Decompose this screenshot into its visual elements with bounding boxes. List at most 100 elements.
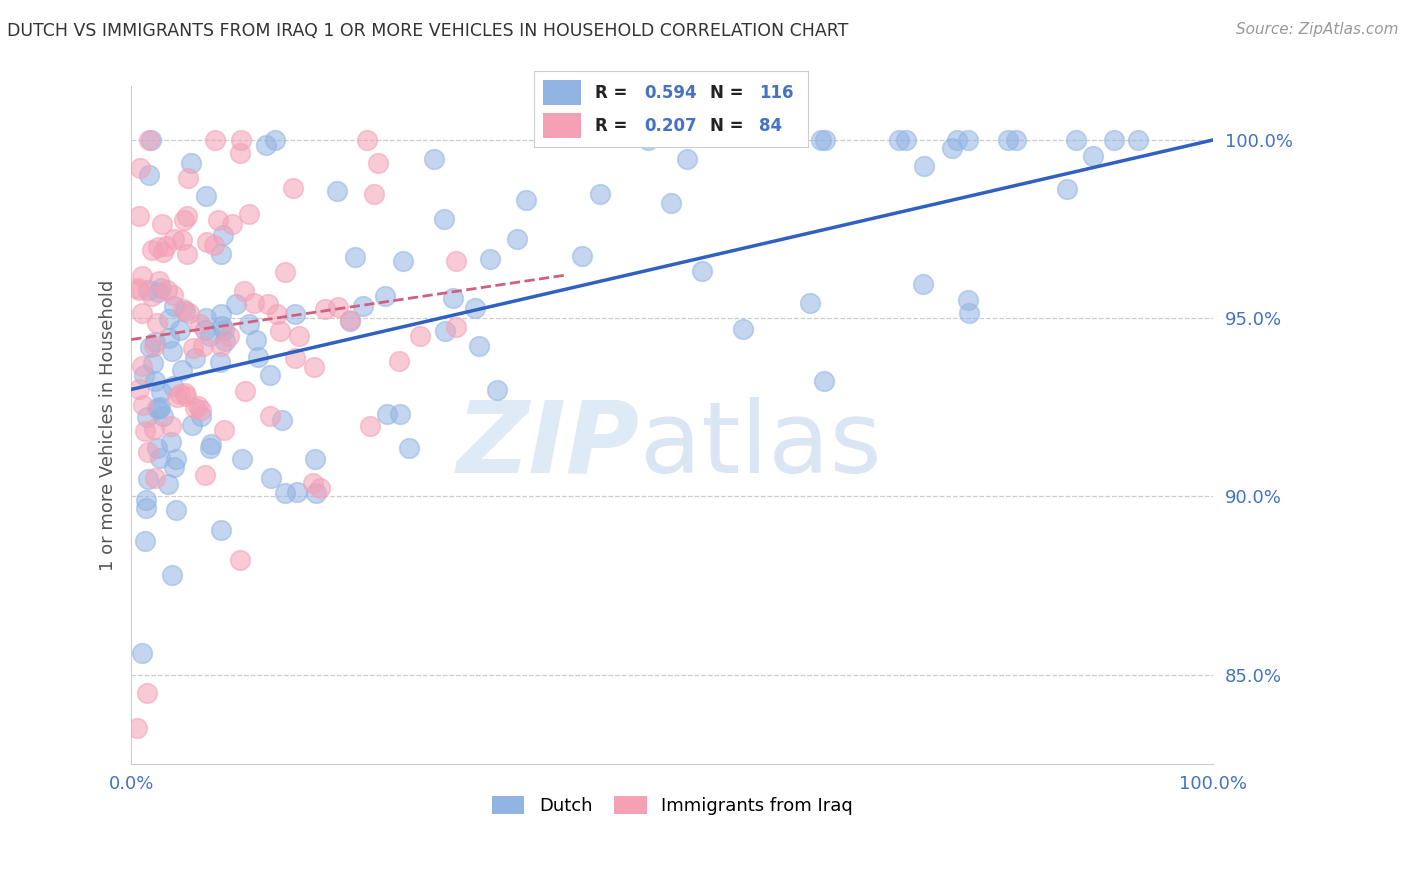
Point — [156, 283, 179, 297]
Point — [209, 307, 232, 321]
Point — [479, 252, 502, 267]
Point — [446, 320, 468, 334]
Point — [194, 188, 217, 202]
Point — [225, 297, 247, 311]
Point — [238, 207, 260, 221]
Point — [912, 160, 935, 174]
Point — [283, 181, 305, 195]
Point — [160, 567, 183, 582]
Point — [136, 685, 159, 699]
Point — [271, 413, 294, 427]
Legend: Dutch, Immigrants from Iraq: Dutch, Immigrants from Iraq — [485, 789, 860, 822]
Point — [149, 450, 172, 465]
Point — [302, 476, 325, 491]
Point — [388, 407, 411, 421]
Point — [284, 307, 307, 321]
Point — [150, 385, 173, 400]
Point — [485, 383, 508, 397]
Point — [128, 209, 150, 223]
Point — [134, 534, 156, 549]
Point — [135, 493, 157, 508]
Point — [148, 401, 170, 416]
Point — [274, 265, 297, 279]
Point — [813, 374, 835, 388]
Point — [957, 133, 980, 147]
Point — [810, 133, 832, 147]
Point — [957, 293, 980, 308]
Point — [191, 339, 214, 353]
Text: 0.594: 0.594 — [644, 84, 696, 102]
Point — [152, 244, 174, 259]
Point — [139, 340, 162, 354]
Point — [233, 284, 256, 298]
Point — [176, 247, 198, 261]
Point — [359, 419, 381, 434]
Point — [172, 301, 194, 316]
Point — [128, 283, 150, 297]
Point — [946, 133, 969, 147]
Text: 116: 116 — [759, 84, 793, 102]
Point — [799, 296, 821, 310]
Point — [183, 401, 205, 415]
Point — [131, 646, 153, 660]
Point — [212, 228, 235, 243]
Point — [152, 409, 174, 424]
Point — [208, 355, 231, 369]
Point — [238, 317, 260, 331]
Point — [148, 274, 170, 288]
Point — [170, 233, 193, 247]
Point — [398, 441, 420, 455]
Point — [141, 289, 163, 303]
Point — [177, 170, 200, 185]
Point — [254, 137, 277, 152]
Point — [149, 281, 172, 295]
Point — [166, 390, 188, 404]
Point — [136, 283, 159, 297]
Point — [212, 323, 235, 337]
Point — [363, 186, 385, 201]
Point — [214, 334, 236, 348]
Point — [468, 339, 491, 353]
Point — [132, 398, 155, 412]
Point — [150, 217, 173, 231]
Point — [125, 721, 148, 735]
Point — [209, 339, 232, 353]
Point — [138, 168, 160, 182]
Point — [131, 359, 153, 374]
Point — [131, 268, 153, 283]
Point — [733, 322, 755, 336]
Text: DUTCH VS IMMIGRANTS FROM IRAQ 1 OR MORE VEHICLES IN HOUSEHOLD CORRELATION CHART: DUTCH VS IMMIGRANTS FROM IRAQ 1 OR MORE … — [7, 22, 848, 40]
Point — [374, 289, 396, 303]
Point — [155, 239, 177, 253]
Point — [198, 441, 221, 455]
Point — [187, 399, 209, 413]
Point — [163, 460, 186, 475]
Point — [139, 133, 162, 147]
Point — [195, 235, 218, 250]
Point — [127, 280, 149, 294]
Point — [314, 301, 336, 316]
Point — [129, 161, 152, 176]
Point — [159, 419, 181, 434]
Point — [637, 133, 659, 147]
Point — [148, 285, 170, 299]
Point — [200, 437, 222, 451]
Point — [194, 467, 217, 482]
Point — [207, 213, 229, 227]
Point — [136, 445, 159, 459]
Point — [912, 277, 935, 291]
Point — [173, 212, 195, 227]
Point — [264, 133, 287, 147]
Point — [136, 472, 159, 486]
Point — [209, 247, 232, 261]
Point — [142, 422, 165, 436]
Point — [145, 401, 167, 415]
Point — [194, 322, 217, 336]
Point — [339, 313, 361, 327]
Point — [1104, 133, 1126, 147]
Point — [444, 253, 467, 268]
Point — [132, 368, 155, 383]
Point — [173, 303, 195, 318]
Point — [180, 156, 202, 170]
Point — [388, 354, 411, 368]
